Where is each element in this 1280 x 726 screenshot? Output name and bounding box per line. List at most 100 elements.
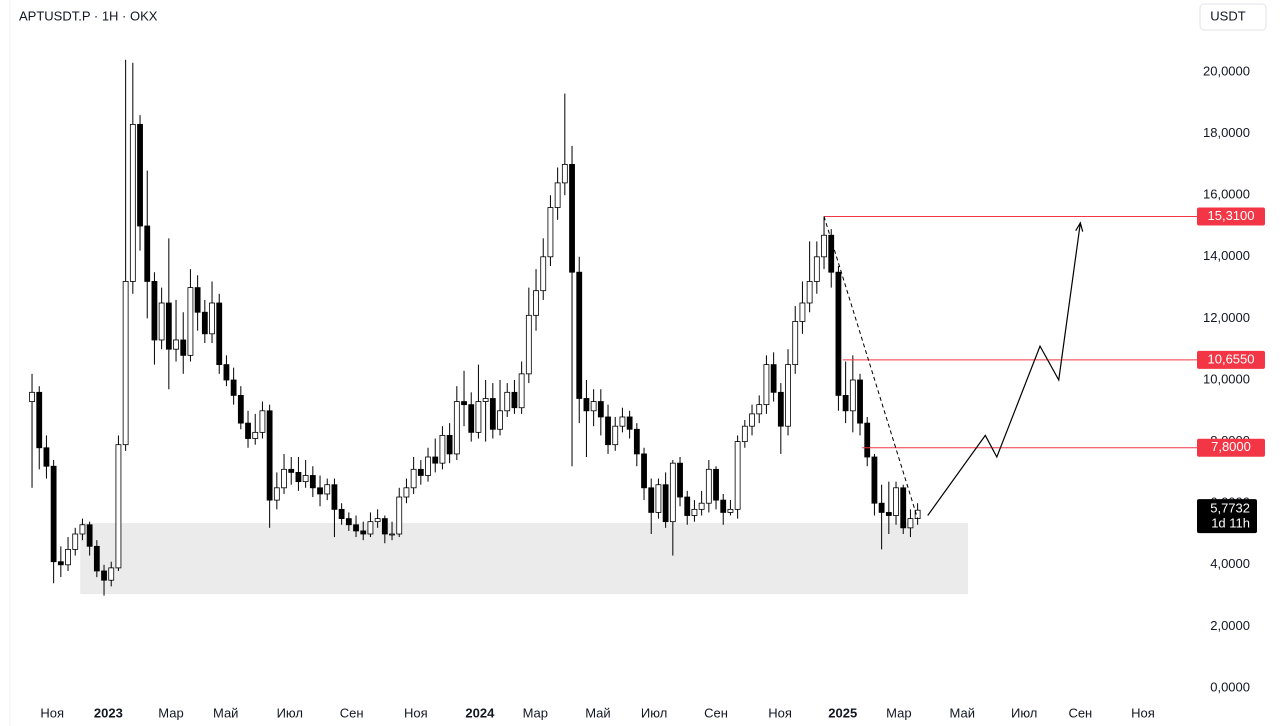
candle-body — [259, 410, 266, 433]
x-tick-label: Мар — [523, 705, 548, 720]
y-tick-label: 0,0000 — [1210, 679, 1250, 694]
candle-body — [266, 410, 273, 501]
candle-body — [36, 391, 43, 449]
candle-body — [792, 321, 799, 366]
candle-body — [187, 287, 194, 356]
x-tick-label: 2023 — [94, 705, 123, 720]
x-tick-label: Мар — [886, 705, 911, 720]
x-tick-label: Сен — [1068, 705, 1092, 720]
unit-button[interactable] — [1199, 3, 1267, 31]
candle-body — [345, 518, 352, 526]
last-price-box — [1197, 499, 1257, 534]
candle-body — [396, 496, 403, 535]
candle-body — [482, 398, 489, 402]
x-tick-label: Ноя — [768, 705, 792, 720]
candle-body — [374, 518, 381, 523]
candle-body — [799, 302, 806, 322]
y-tick-label: 2,0000 — [1210, 618, 1250, 633]
candle-body — [633, 428, 640, 455]
level-label: 15,3100 — [1208, 208, 1255, 223]
candle-body — [101, 570, 107, 581]
candle-body — [432, 456, 439, 464]
candle-body — [79, 524, 86, 535]
candle-body — [727, 508, 734, 513]
candle-body — [597, 401, 604, 418]
x-tick-label: Мар — [158, 705, 183, 720]
x-tick-label: Июл — [1011, 705, 1037, 720]
candle-body — [453, 401, 460, 455]
candle-body — [590, 401, 597, 412]
x-tick-label: Май — [213, 705, 238, 720]
x-tick-label: Сен — [340, 705, 364, 720]
candle-body — [417, 468, 424, 476]
candle-body — [381, 518, 388, 535]
candle-body — [605, 416, 611, 446]
candle-body — [230, 379, 237, 396]
main-layer: 0,00002,00004,00006,00008,000010,000012,… — [29, 59, 1250, 720]
candle-body — [518, 373, 525, 409]
candle-body — [180, 339, 187, 356]
candle-body — [705, 468, 712, 504]
x-tick-label: Ноя — [1131, 705, 1155, 720]
candle-body — [662, 484, 669, 523]
x-tick-label: Май — [585, 705, 610, 720]
x-tick-label: 2025 — [828, 705, 857, 720]
candle-body — [669, 462, 676, 523]
candle-body — [461, 401, 467, 406]
x-tick-label: Ноя — [404, 705, 428, 720]
candle-body — [108, 567, 115, 581]
y-tick-label: 12,0000 — [1203, 310, 1250, 325]
candle-body — [756, 404, 763, 415]
candle-body — [245, 422, 251, 439]
projection-path — [927, 222, 1081, 516]
candle-body — [684, 496, 691, 516]
candle-body — [576, 271, 583, 399]
candle-body — [583, 398, 590, 412]
candle-body — [223, 364, 230, 381]
candle-body — [194, 287, 201, 313]
candle-body — [137, 123, 143, 227]
candle-body — [209, 302, 215, 335]
candle-body — [122, 281, 129, 446]
candle-body — [828, 234, 835, 273]
candle-body — [216, 302, 223, 366]
level-label-box — [1197, 207, 1265, 226]
candle-body — [612, 425, 619, 446]
candle-body — [785, 364, 791, 427]
candle-body — [65, 548, 71, 566]
candle-body — [151, 281, 158, 341]
candle-body — [302, 475, 309, 483]
candle-body — [741, 425, 748, 442]
candle-body — [677, 462, 683, 498]
candle-body — [857, 379, 863, 424]
candle-body — [698, 502, 705, 510]
candle-body — [691, 508, 698, 516]
candle-body — [619, 416, 626, 427]
candle-body — [648, 487, 655, 513]
trend-line — [823, 216, 919, 519]
candle-body — [43, 447, 50, 467]
candle-body — [907, 518, 914, 529]
chart-title: APTUSDT.P · 1H · OKX — [19, 8, 158, 23]
candle-body — [511, 391, 518, 409]
candle-body — [288, 468, 295, 473]
level-label-box — [1197, 350, 1265, 369]
candle-body — [540, 256, 547, 292]
unit-button-label[interactable]: USDT — [1210, 8, 1245, 23]
candle-body — [770, 364, 777, 393]
candle-body — [468, 404, 475, 433]
candle-body — [237, 395, 244, 424]
y-tick-label: 4,0000 — [1210, 556, 1250, 571]
candle-body — [273, 487, 280, 501]
y-tick-label: 14,0000 — [1203, 248, 1250, 263]
candle-body — [324, 484, 331, 495]
y-tick-label: 18,0000 — [1203, 125, 1250, 140]
candle-body — [504, 391, 511, 412]
candle-body — [158, 302, 165, 341]
candle-body — [871, 456, 878, 504]
candle-body — [842, 395, 849, 412]
candle-body — [173, 339, 179, 350]
candle-body — [403, 487, 410, 498]
x-tick-label: Май — [950, 705, 975, 720]
